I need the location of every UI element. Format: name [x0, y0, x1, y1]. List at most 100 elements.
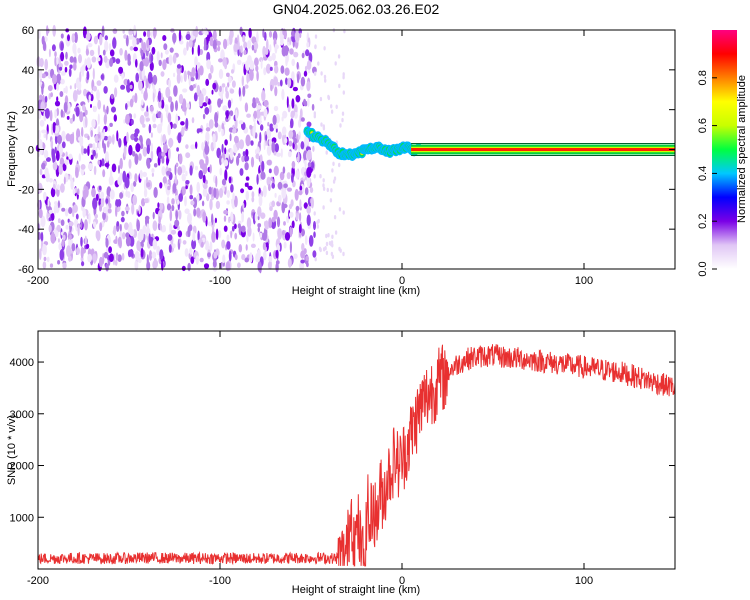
noise-cell	[110, 93, 114, 100]
noise-cell	[326, 187, 329, 193]
noise-cell	[105, 198, 109, 204]
noise-cell	[300, 141, 305, 150]
noise-cell	[206, 193, 210, 202]
noise-cell	[254, 212, 257, 222]
noise-cell	[240, 188, 245, 194]
noise-cell	[221, 128, 224, 137]
noise-cell	[193, 92, 198, 102]
noise-cell	[313, 71, 317, 76]
x-tick-label: 0	[399, 575, 405, 587]
noise-cell	[151, 46, 156, 55]
noise-cell	[81, 126, 84, 138]
noise-cell	[189, 184, 193, 196]
noise-cell	[178, 153, 183, 165]
noise-cell	[202, 113, 206, 120]
noise-cell	[273, 76, 278, 86]
noise-cell	[224, 62, 228, 70]
noise-cell	[280, 37, 284, 46]
noise-cell	[243, 49, 247, 56]
noise-cell	[69, 56, 74, 63]
noise-cell	[227, 99, 232, 109]
noise-cell	[268, 255, 273, 263]
noise-cell	[157, 126, 161, 131]
noise-cell	[140, 142, 144, 150]
noise-cell	[121, 210, 125, 217]
noise-cell	[268, 217, 272, 229]
noise-cell	[238, 139, 245, 150]
noise-cell	[228, 33, 233, 46]
noise-cell	[109, 49, 115, 57]
noise-cell	[281, 88, 285, 101]
noise-cell	[184, 195, 187, 207]
noise-cell	[87, 29, 90, 36]
noise-cell	[327, 233, 330, 238]
noise-cell	[256, 174, 259, 185]
noise-cell	[143, 90, 148, 101]
noise-cell	[40, 231, 44, 243]
noise-cell	[60, 51, 65, 62]
noise-cell	[44, 95, 48, 103]
noise-cell	[233, 135, 239, 144]
noise-cell	[48, 217, 52, 222]
noise-cell	[241, 75, 244, 87]
noise-cell	[142, 171, 148, 177]
noise-cell	[307, 162, 312, 168]
noise-cell	[118, 165, 120, 174]
noise-cell	[301, 52, 305, 59]
noise-cell	[58, 62, 63, 69]
noise-cell	[229, 110, 234, 117]
noise-cell	[210, 64, 214, 74]
noise-cell	[342, 90, 345, 95]
noise-cell	[56, 107, 60, 117]
noise-cell	[123, 119, 126, 124]
noise-cell	[173, 72, 176, 78]
noise-cell	[289, 48, 294, 55]
noise-cell	[103, 135, 109, 141]
noise-cell	[282, 203, 288, 209]
noise-cell	[146, 261, 151, 271]
noise-cell	[125, 114, 130, 125]
noise-cell	[285, 56, 288, 67]
noise-cell	[229, 88, 235, 94]
noise-cell	[269, 126, 274, 132]
noise-cell	[215, 175, 218, 188]
noise-cell	[213, 140, 216, 149]
noise-cell	[250, 140, 254, 146]
noise-cell	[161, 260, 164, 271]
noise-cell	[72, 113, 75, 122]
noise-cell	[85, 243, 90, 249]
noise-cell	[335, 104, 338, 110]
noise-cell	[270, 84, 273, 92]
noise-cell	[171, 204, 175, 212]
noise-cell	[86, 57, 91, 69]
noise-cell	[148, 123, 152, 134]
noise-cell	[83, 148, 88, 154]
noise-cell	[52, 74, 57, 85]
noise-cell	[325, 250, 329, 256]
noise-cell	[115, 58, 121, 64]
noise-cell	[129, 98, 134, 108]
noise-cell	[82, 208, 86, 218]
noise-cell	[121, 252, 125, 261]
noise-cell	[299, 212, 302, 222]
noise-cell	[166, 156, 169, 166]
noise-cell	[202, 102, 208, 107]
noise-cell	[79, 71, 82, 83]
noise-cell	[92, 105, 97, 113]
noise-cell	[74, 31, 78, 44]
noise-cell	[221, 157, 224, 164]
noise-cell	[161, 156, 165, 164]
noise-cell	[135, 143, 141, 153]
noise-cell	[233, 43, 239, 53]
noise-cell	[334, 61, 337, 66]
noise-cell	[238, 244, 243, 253]
noise-cell	[204, 27, 207, 36]
y-tick-label: -60	[18, 264, 34, 276]
noise-cell	[111, 163, 117, 173]
noise-cell	[103, 55, 108, 63]
noise-cell	[261, 160, 265, 172]
noise-cell	[267, 122, 270, 127]
noise-cell	[288, 130, 294, 139]
noise-cell	[339, 123, 342, 128]
noise-cell	[71, 33, 76, 43]
